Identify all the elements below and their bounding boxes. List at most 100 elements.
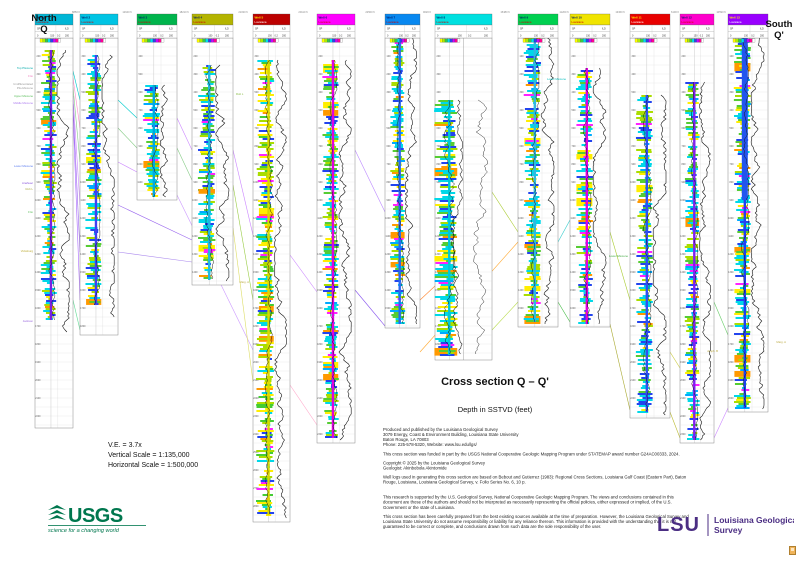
log-curve [473, 99, 488, 355]
curve-label-sp: SP [682, 28, 686, 31]
depth-tick-label: 1100 [435, 217, 441, 220]
depth-tick-label: 1600 [253, 289, 259, 292]
lithology-legend-cell [213, 38, 217, 43]
credits-line: 3079 Energy, Coast & Environment Buildin… [383, 432, 519, 438]
well-operator-label: Louisiana [37, 20, 49, 24]
well-panel-well-8: 2003004005006007008009001000110012001300… [434, 13, 493, 361]
scale-min: 0 [730, 35, 732, 38]
credits-line: This research is supported by the U.S. G… [383, 494, 674, 500]
depth-tick-label: 400 [319, 91, 324, 94]
depth-tick-label: 1200 [518, 253, 524, 256]
horizon-label: Frio [28, 74, 33, 78]
scale-max2: 200 [225, 35, 230, 38]
scale-max2: 200 [662, 35, 667, 38]
vertical-scale: Vertical Scale = 1:135,000 [108, 451, 190, 459]
depth-tick-label: 800 [37, 163, 42, 166]
north-sub-label: Q [40, 23, 48, 35]
depth-tick-label: 600 [387, 145, 392, 148]
depth-tick-label: 900 [319, 181, 324, 184]
depth-tick-label: 1000 [253, 181, 259, 184]
lithology-legend-cell [645, 38, 649, 43]
depth-tick-label: 1500 [680, 289, 686, 292]
lithology-legend-cell [100, 38, 104, 43]
scale-min: 0 [319, 35, 321, 38]
scale-min2: 0.2 [593, 35, 597, 38]
lithology-legend-cell [585, 38, 589, 43]
depth-tick-label: 1000 [518, 217, 524, 220]
horizon-label: Undifferentiated [13, 82, 33, 86]
scale-max2: 200 [347, 35, 352, 38]
depth-tick-label: 1300 [630, 235, 636, 238]
depth-tick-label: 700 [520, 163, 525, 166]
depth-tick-label: 1100 [192, 217, 198, 220]
depth-tick-label: 1000 [80, 181, 86, 184]
depth-tick-label: 1700 [728, 343, 734, 346]
depth-tick-label: 400 [632, 73, 637, 76]
lgs-name-line1: Louisiana Geological [714, 515, 794, 525]
scale-max2: 200 [169, 35, 174, 38]
depth-tick-label: 900 [730, 199, 735, 202]
depth-tick-label: 2200 [35, 415, 41, 418]
depth-tick-label: 300 [682, 73, 687, 76]
depth-tick-label: 2100 [317, 397, 323, 400]
north-endpoint-label: North Q [22, 13, 66, 36]
well-distance-label: 10590 ft [716, 10, 726, 14]
well-distance-label: 6100 ft [671, 10, 679, 14]
depth-tick-label: 600 [82, 109, 87, 112]
log-curve [540, 31, 555, 325]
depth-tick-label: 1400 [728, 289, 734, 292]
correlation-line [354, 289, 386, 327]
depth-tick-label: 1000 [137, 163, 143, 166]
depth-tick-label: 800 [319, 163, 324, 166]
horizon-label: Lower Miocene [547, 77, 566, 81]
depth-tick-label: 1500 [385, 307, 391, 310]
depth-tick-label: 1100 [317, 217, 323, 220]
well-distance-label: 15480 ft [500, 10, 510, 14]
depth-tick-label: 1500 [630, 271, 636, 274]
scale-min: 0 [387, 35, 389, 38]
depth-tick-label: 300 [730, 91, 735, 94]
lithology-legend-cell [202, 38, 206, 43]
horizon-label: Marg. A [239, 280, 249, 284]
lithology-legend-cell [536, 38, 540, 43]
credits-paragraph: This cross section has been carefully pr… [383, 514, 743, 529]
depth-tick-label: 1100 [137, 181, 143, 184]
depth-tick-label: 700 [730, 163, 735, 166]
lithology-legend-cell [52, 38, 56, 43]
depth-tick-label: 300 [437, 73, 442, 76]
depth-tick-label: 1300 [35, 253, 41, 256]
depth-tick-label: 600 [682, 127, 687, 130]
curve-label-res: ILD [110, 28, 114, 31]
depth-tick-label: 600 [37, 127, 42, 130]
depth-tick-label: 800 [437, 163, 442, 166]
credits-line: Louisiana State University do not assume… [383, 518, 676, 524]
depth-tick-label: 400 [37, 91, 42, 94]
log-curve [404, 33, 417, 325]
depth-tick-label: 500 [572, 109, 577, 112]
artifact-icon [789, 546, 796, 555]
depth-tick-label: 1900 [253, 343, 259, 346]
curve-label-sp: SP [520, 28, 524, 31]
depth-tick-label: 2300 [253, 415, 259, 418]
well-operator-label: Louisiana [632, 20, 644, 24]
correlation-line [491, 191, 519, 233]
scale-max: 150 [744, 35, 749, 38]
depth-tick-label: 500 [387, 127, 392, 130]
depth-tick-label: 600 [255, 109, 260, 112]
depth-tick-label: 700 [194, 145, 199, 148]
depth-tick-label: 2000 [728, 397, 734, 400]
depth-tick-label: 1600 [35, 307, 41, 310]
lithology-legend-cell [749, 38, 753, 43]
correlation-line [557, 301, 571, 323]
depth-tick-label: 1400 [518, 289, 524, 292]
lithology-legend-cell [522, 38, 526, 43]
curve-label-res: ILD [347, 28, 351, 31]
depth-tick-label: 2100 [35, 397, 41, 400]
correlation-line [713, 407, 729, 439]
credits-paragraph: Copyright © 2025 by the Louisiana Geolog… [383, 460, 743, 470]
lithology-legend-cell [208, 38, 212, 43]
lithology-legend-cell [397, 38, 400, 43]
correlation-line [176, 147, 193, 181]
scale-max2: 200 [282, 35, 287, 38]
depth-tick-label: 1000 [192, 199, 198, 202]
